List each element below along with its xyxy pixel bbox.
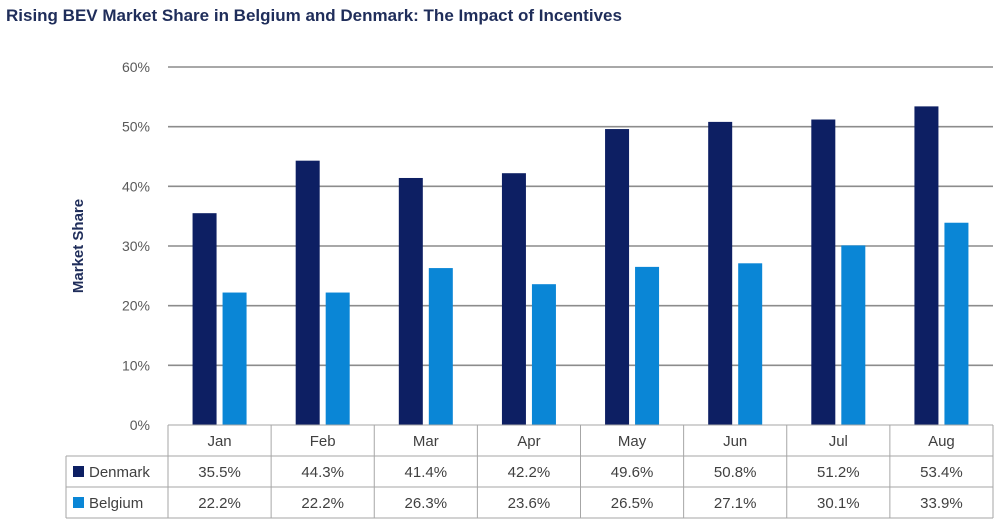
y-tick-label: 40% xyxy=(122,178,150,194)
y-tick-label: 60% xyxy=(122,59,150,75)
data-label: 41.4% xyxy=(405,464,448,481)
chart-title: Rising BEV Market Share in Belgium and D… xyxy=(6,6,622,25)
data-label: 22.2% xyxy=(198,495,241,512)
data-label: 50.8% xyxy=(714,464,757,481)
y-tick-label: 20% xyxy=(122,298,150,314)
data-label: 42.2% xyxy=(508,464,551,481)
legend-swatch-belgium xyxy=(73,497,84,508)
x-tick-label: Feb xyxy=(310,433,336,450)
bar-denmark xyxy=(708,121,733,425)
data-label: 23.6% xyxy=(508,495,551,512)
bar-denmark xyxy=(192,213,217,425)
legend-label-denmark: Denmark xyxy=(89,464,150,481)
y-axis-label: Market Share xyxy=(70,199,87,293)
bar-denmark xyxy=(914,106,939,425)
data-label: 51.2% xyxy=(817,464,860,481)
x-tick-label: Jan xyxy=(207,433,231,450)
x-tick-label: Aug xyxy=(928,433,955,450)
bar-denmark xyxy=(811,119,836,426)
bar-belgium xyxy=(222,292,247,425)
data-label: 53.4% xyxy=(920,464,963,481)
y-tick-label: 50% xyxy=(122,119,150,135)
legend-swatch-denmark xyxy=(73,466,84,477)
data-label: 33.9% xyxy=(920,495,963,512)
data-label: 22.2% xyxy=(301,495,344,512)
data-table: Jan Feb Mar Apr May Jun Jul Aug Denmark 35.5% 44.3… xyxy=(65,424,994,519)
bar-denmark xyxy=(605,129,630,425)
bar-denmark xyxy=(398,177,423,425)
bar-belgium xyxy=(944,222,969,425)
bar-belgium xyxy=(738,263,763,425)
data-label: 30.1% xyxy=(817,495,860,512)
y-tick-label: 0% xyxy=(130,417,150,433)
y-axis-ticks: 0% 10% 20% 30% 40% 50% 60% xyxy=(122,59,150,433)
x-tick-label: Jul xyxy=(829,433,848,450)
y-tick-label: 10% xyxy=(122,357,150,373)
bar-belgium xyxy=(841,245,866,425)
bar-denmark xyxy=(501,173,526,425)
bar-belgium xyxy=(635,266,660,425)
bar-belgium xyxy=(325,292,350,425)
x-tick-label: May xyxy=(618,433,647,450)
gridlines xyxy=(168,66,993,367)
y-tick-label: 30% xyxy=(122,238,150,254)
data-label: 27.1% xyxy=(714,495,757,512)
data-label: 26.3% xyxy=(405,495,448,512)
data-label: 26.5% xyxy=(611,495,654,512)
data-label: 44.3% xyxy=(301,464,344,481)
x-tick-label: Mar xyxy=(413,433,439,450)
bar-belgium xyxy=(428,268,453,425)
data-label: 35.5% xyxy=(198,464,241,481)
bar-denmark xyxy=(295,160,320,425)
bar-belgium xyxy=(531,284,556,425)
data-label: 49.6% xyxy=(611,464,654,481)
x-tick-label: Apr xyxy=(517,433,540,450)
bars xyxy=(192,106,969,426)
x-tick-label: Jun xyxy=(723,433,747,450)
legend-label-belgium: Belgium xyxy=(89,495,143,512)
